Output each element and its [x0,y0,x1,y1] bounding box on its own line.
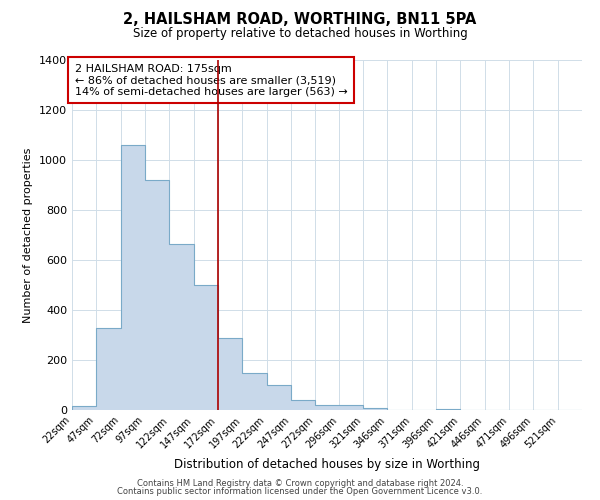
Text: Size of property relative to detached houses in Worthing: Size of property relative to detached ho… [133,28,467,40]
Text: 2, HAILSHAM ROAD, WORTHING, BN11 5PA: 2, HAILSHAM ROAD, WORTHING, BN11 5PA [124,12,476,28]
Text: 2 HAILSHAM ROAD: 175sqm
← 86% of detached houses are smaller (3,519)
14% of semi: 2 HAILSHAM ROAD: 175sqm ← 86% of detache… [74,64,347,96]
X-axis label: Distribution of detached houses by size in Worthing: Distribution of detached houses by size … [174,458,480,471]
Text: Contains public sector information licensed under the Open Government Licence v3: Contains public sector information licen… [118,487,482,496]
Text: Contains HM Land Registry data © Crown copyright and database right 2024.: Contains HM Land Registry data © Crown c… [137,478,463,488]
Y-axis label: Number of detached properties: Number of detached properties [23,148,34,322]
